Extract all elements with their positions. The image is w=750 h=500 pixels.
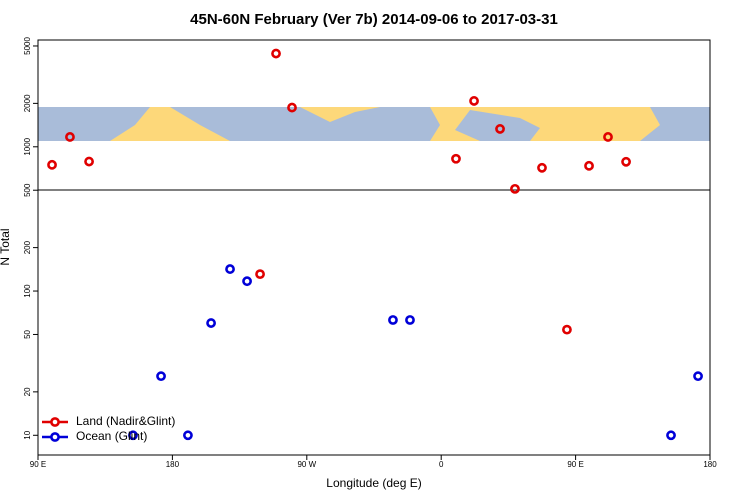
point bbox=[287, 102, 297, 113]
point bbox=[562, 324, 572, 335]
x-tick-label: 180 bbox=[703, 460, 717, 469]
point bbox=[47, 159, 57, 170]
y-tick-label: 20 bbox=[23, 387, 32, 396]
legend-marker bbox=[50, 432, 60, 442]
y-tick-label: 200 bbox=[23, 240, 32, 254]
y-tick-label: 50 bbox=[23, 329, 32, 338]
point bbox=[225, 264, 235, 274]
x-tick-label: 180 bbox=[166, 460, 180, 469]
legend-label: Land (Nadir&Glint) bbox=[76, 414, 175, 428]
x-tick-label: 90 E bbox=[30, 460, 46, 469]
point bbox=[156, 371, 166, 382]
x-tick-label: 0 bbox=[439, 460, 444, 469]
legend-marker bbox=[50, 417, 60, 427]
map-band bbox=[38, 107, 710, 141]
point bbox=[206, 318, 216, 328]
y-tick-label: 5000 bbox=[23, 37, 32, 55]
y-tick-label: 100 bbox=[23, 284, 32, 298]
point bbox=[183, 430, 193, 441]
y-tick-label: 10 bbox=[23, 430, 32, 439]
legend-label: Ocean (Glint) bbox=[76, 429, 147, 443]
point bbox=[84, 156, 94, 167]
x-tick-label: 90 W bbox=[297, 460, 316, 469]
y-tick-label: 2000 bbox=[23, 94, 32, 112]
y-tick-label: 500 bbox=[23, 183, 32, 197]
point bbox=[666, 430, 676, 441]
chart-title: 45N-60N February (Ver 7b) 2014-09-06 to … bbox=[190, 11, 558, 28]
point bbox=[271, 48, 281, 59]
point bbox=[510, 183, 520, 194]
point bbox=[255, 269, 265, 280]
point bbox=[242, 276, 252, 287]
y-axis-label: N Total bbox=[0, 228, 12, 265]
point bbox=[388, 315, 398, 325]
point bbox=[405, 315, 415, 325]
y-tick-label: 1000 bbox=[23, 137, 32, 155]
x-axis-label: Longitude (deg E) bbox=[326, 476, 421, 490]
point bbox=[469, 96, 479, 106]
point bbox=[603, 132, 613, 142]
point bbox=[65, 132, 75, 142]
point bbox=[451, 153, 461, 164]
point bbox=[495, 124, 505, 134]
x-tick-label: 90 E bbox=[567, 460, 583, 469]
point bbox=[621, 156, 631, 167]
point bbox=[537, 162, 547, 173]
point bbox=[693, 371, 703, 382]
point bbox=[584, 160, 594, 171]
point bbox=[128, 430, 138, 441]
plot-frame bbox=[37, 39, 711, 456]
